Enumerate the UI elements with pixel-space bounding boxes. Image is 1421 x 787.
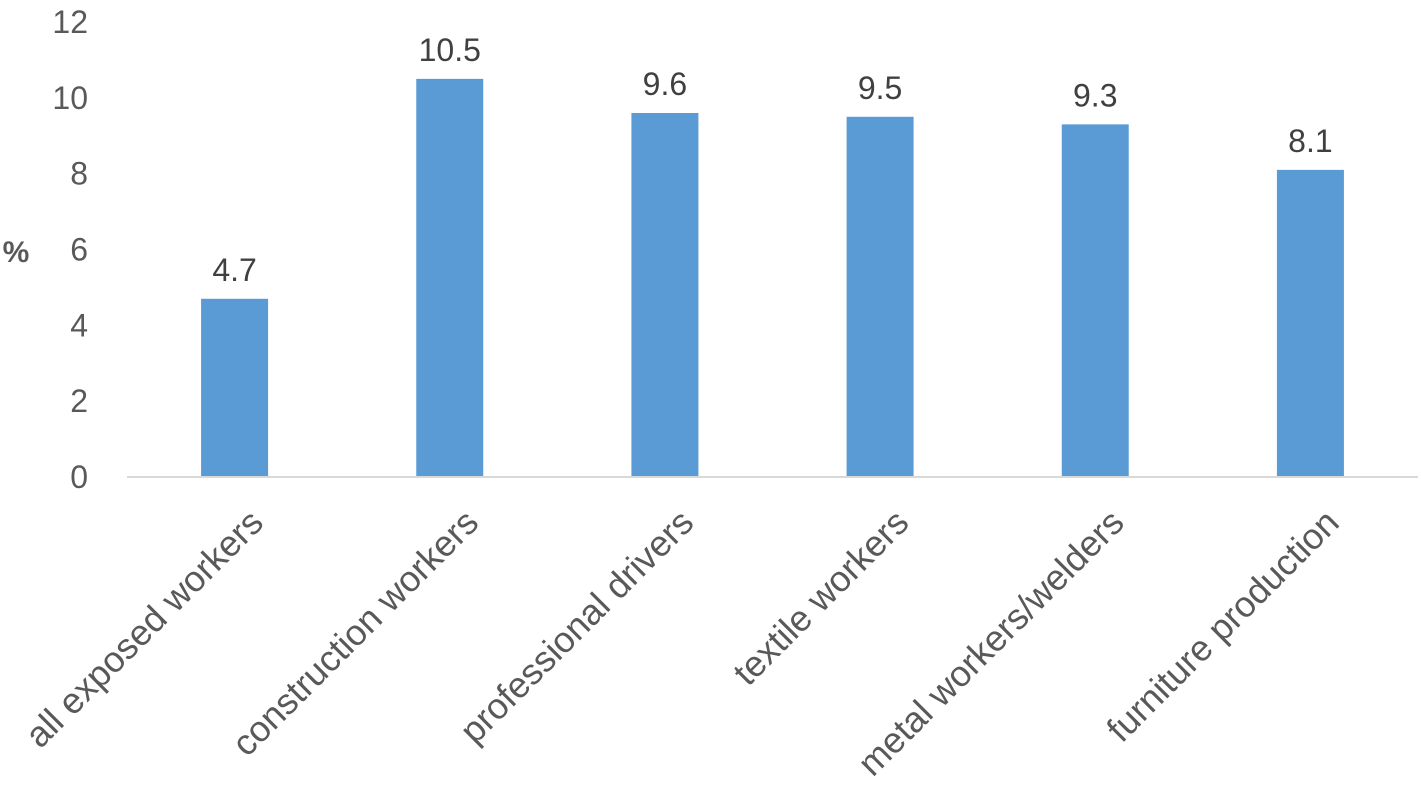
data-label: 9.3 [1073, 77, 1117, 113]
bar [1061, 124, 1129, 477]
data-labels-group: 4.7 10.5 9.6 9.5 9.3 8.1 [212, 32, 1332, 288]
category-label: professional drivers [452, 501, 702, 751]
y-tick-label: 0 [70, 459, 88, 495]
bars-group [201, 78, 1344, 478]
bar [1276, 169, 1344, 477]
data-label: 9.6 [643, 66, 687, 102]
bar [631, 113, 699, 477]
data-label: 8.1 [1288, 123, 1332, 159]
y-tick-label: 6 [70, 232, 88, 268]
data-label: 9.5 [858, 70, 902, 106]
category-label: textile workers [725, 501, 917, 693]
y-tick-label: 12 [52, 4, 88, 40]
y-axis-ticks: 0 2 4 6 8 10 12 [52, 4, 88, 495]
bar [846, 116, 914, 478]
y-tick-label: 10 [52, 80, 88, 116]
category-label: furniture production [1098, 501, 1346, 749]
bar [201, 298, 269, 477]
y-tick-label: 2 [70, 383, 88, 419]
y-tick-label: 4 [70, 307, 88, 343]
category-label: construction workers [224, 501, 486, 763]
data-label: 4.7 [212, 252, 256, 288]
y-tick-label: 8 [70, 156, 88, 192]
bar [416, 78, 484, 477]
category-label: all exposed workers [17, 501, 271, 755]
data-label: 10.5 [419, 32, 481, 68]
y-axis-title: % [3, 236, 30, 269]
